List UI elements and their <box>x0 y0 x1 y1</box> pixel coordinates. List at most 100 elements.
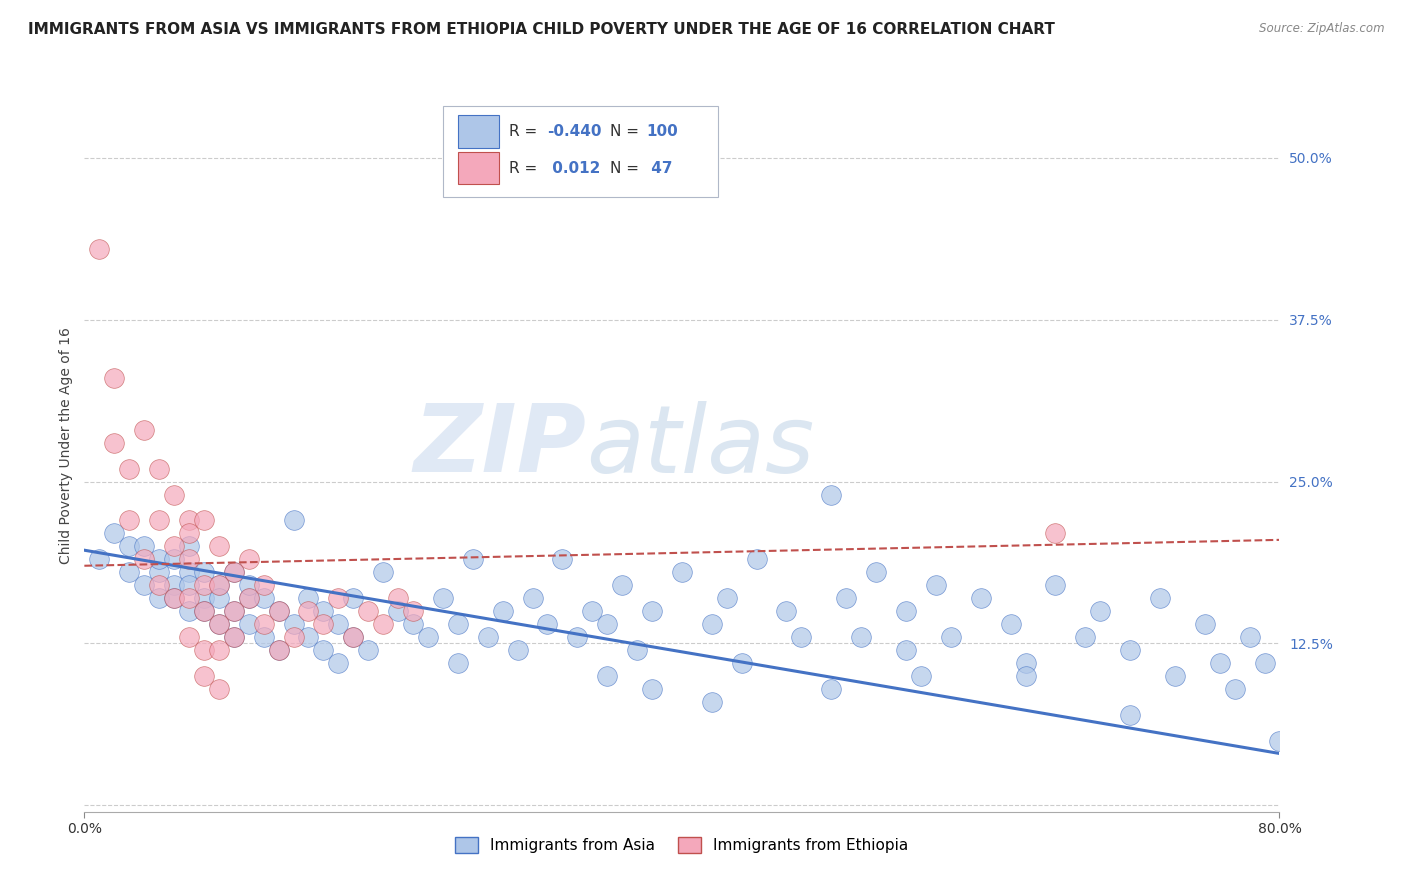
Point <box>267 604 290 618</box>
Point <box>1119 643 1142 657</box>
Point <box>297 630 319 644</box>
Point <box>1074 630 1097 644</box>
Point <box>89 242 111 256</box>
Point <box>1045 526 1067 541</box>
Point <box>820 487 842 501</box>
Point <box>581 604 603 618</box>
Point <box>342 630 364 644</box>
Point <box>103 526 125 541</box>
Point <box>163 578 186 592</box>
Point <box>267 643 290 657</box>
Point <box>447 617 470 632</box>
Point <box>1253 656 1275 670</box>
Point <box>522 591 544 606</box>
Point <box>148 566 170 580</box>
Point <box>177 566 200 580</box>
Point <box>1268 733 1291 747</box>
Point <box>193 578 215 592</box>
Point <box>536 617 558 632</box>
Text: N =: N = <box>610 161 644 176</box>
Point <box>342 591 364 606</box>
Point <box>716 591 738 606</box>
Point <box>148 461 170 475</box>
Point <box>1239 630 1261 644</box>
Point <box>373 566 395 580</box>
FancyBboxPatch shape <box>458 115 499 147</box>
Point <box>283 513 305 527</box>
Point <box>328 617 350 632</box>
Point <box>177 539 200 553</box>
Point <box>177 513 200 527</box>
Point <box>193 591 215 606</box>
Point <box>208 591 231 606</box>
Text: ZIP: ZIP <box>413 400 586 492</box>
Point <box>328 656 350 670</box>
Text: 0.012: 0.012 <box>547 161 600 176</box>
Point <box>1194 617 1216 632</box>
Point <box>148 513 170 527</box>
Point <box>1045 578 1067 592</box>
Point <box>193 604 215 618</box>
Text: R =: R = <box>509 161 541 176</box>
Point <box>312 617 335 632</box>
FancyBboxPatch shape <box>458 152 499 184</box>
Point <box>745 552 768 566</box>
Point <box>267 604 290 618</box>
Text: R =: R = <box>509 124 541 139</box>
Point <box>312 604 335 618</box>
Point <box>208 681 231 696</box>
Point <box>1090 604 1112 618</box>
Point <box>222 630 245 644</box>
Point <box>267 643 290 657</box>
Point <box>700 695 723 709</box>
Point <box>373 617 395 632</box>
Point <box>177 630 200 644</box>
Point <box>89 552 111 566</box>
Legend: Immigrants from Asia, Immigrants from Ethiopia: Immigrants from Asia, Immigrants from Et… <box>449 830 915 859</box>
Point <box>283 617 305 632</box>
Point <box>402 604 425 618</box>
Point <box>416 630 439 644</box>
Point <box>193 669 215 683</box>
Point <box>163 591 186 606</box>
Point <box>163 591 186 606</box>
Point <box>297 604 319 618</box>
Point <box>222 630 245 644</box>
Point <box>208 578 231 592</box>
Point <box>461 552 484 566</box>
Point <box>103 435 125 450</box>
Point <box>238 552 260 566</box>
Point <box>238 591 260 606</box>
Point <box>328 591 350 606</box>
Point <box>177 604 200 618</box>
Point <box>148 552 170 566</box>
Point <box>700 617 723 632</box>
Point <box>835 591 858 606</box>
Point <box>177 591 200 606</box>
Point <box>1223 681 1246 696</box>
Point <box>193 513 215 527</box>
Point <box>208 539 231 553</box>
Point <box>447 656 470 670</box>
Point <box>222 604 245 618</box>
Point <box>118 461 141 475</box>
Point <box>1119 707 1142 722</box>
Point <box>612 578 634 592</box>
Point <box>118 513 141 527</box>
Point <box>238 578 260 592</box>
Point <box>641 681 664 696</box>
Y-axis label: Child Poverty Under the Age of 16: Child Poverty Under the Age of 16 <box>59 327 73 565</box>
Text: 100: 100 <box>647 124 678 139</box>
Point <box>208 643 231 657</box>
Point <box>238 617 260 632</box>
Point <box>477 630 499 644</box>
Point <box>312 643 335 657</box>
Point <box>163 487 186 501</box>
Point <box>118 539 141 553</box>
Text: atlas: atlas <box>586 401 814 491</box>
Text: 47: 47 <box>647 161 672 176</box>
Point <box>148 591 170 606</box>
Text: IMMIGRANTS FROM ASIA VS IMMIGRANTS FROM ETHIOPIA CHILD POVERTY UNDER THE AGE OF : IMMIGRANTS FROM ASIA VS IMMIGRANTS FROM … <box>28 22 1054 37</box>
Point <box>357 604 380 618</box>
Point <box>238 591 260 606</box>
